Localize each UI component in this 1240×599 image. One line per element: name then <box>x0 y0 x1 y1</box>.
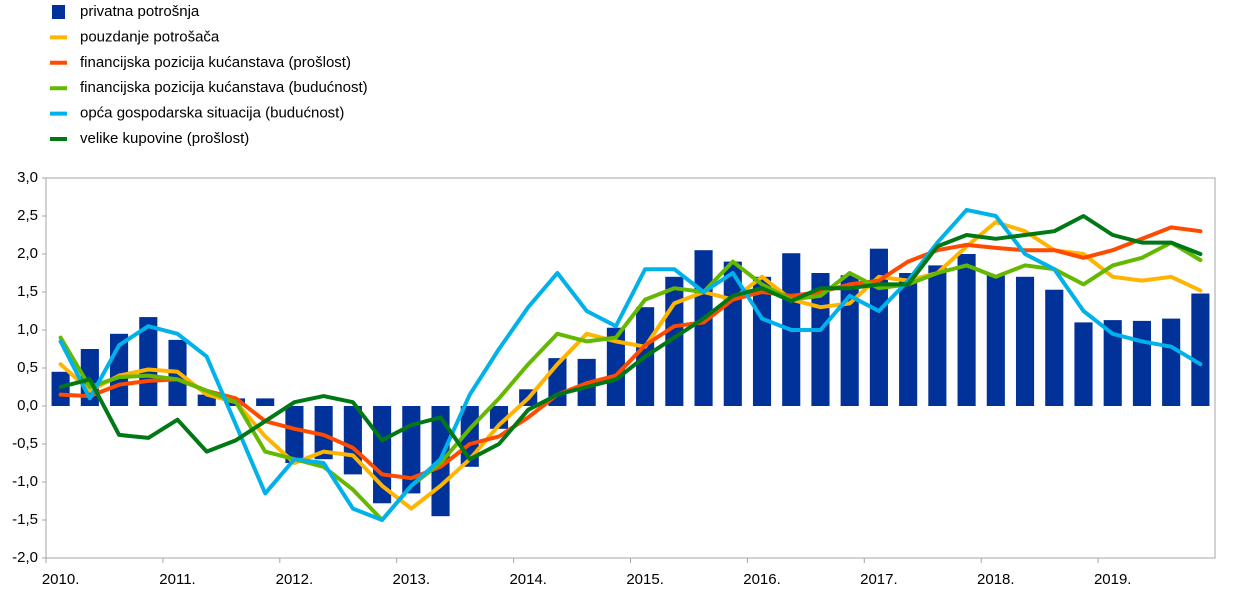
legend-label: financijska pozicija kućanstava (prošlos… <box>80 54 351 71</box>
bar <box>694 250 713 406</box>
y-tick-label: 2,0 <box>17 245 38 262</box>
x-tick-label: 2019. <box>1094 571 1132 588</box>
x-tick-label: 2011. <box>159 571 195 588</box>
bar <box>1074 322 1093 406</box>
bar <box>869 248 888 406</box>
y-tick-label: 1,0 <box>17 321 38 338</box>
x-tick-label: 2017. <box>860 571 898 588</box>
bar <box>1191 293 1210 406</box>
bar <box>256 398 275 406</box>
x-tick-label: 2012. <box>276 571 314 588</box>
bar <box>986 274 1005 406</box>
bar <box>197 394 216 406</box>
bar <box>314 406 333 460</box>
y-tick-label: 2,5 <box>17 207 38 224</box>
line <box>58 240 1203 522</box>
bar <box>1103 320 1122 406</box>
y-tick-label: -0,5 <box>12 435 38 452</box>
y-tick-label: 3,0 <box>17 169 38 186</box>
bar <box>957 254 976 406</box>
bar <box>899 273 918 406</box>
y-tick-label: 0,5 <box>17 359 38 376</box>
x-tick-label: 2014. <box>509 571 547 588</box>
bar <box>1162 318 1181 406</box>
x-tick-label: 2018. <box>977 571 1015 588</box>
legend-swatch <box>52 5 65 19</box>
bar <box>1132 320 1151 406</box>
y-tick-label: 1,5 <box>17 283 38 300</box>
bar <box>606 327 625 406</box>
legend-label: pouzdanje potrošača <box>80 28 220 45</box>
bar <box>752 276 772 406</box>
x-tick-label: 2013. <box>393 571 431 588</box>
y-tick-label: 0,0 <box>17 397 38 414</box>
legend-label: privatna potrošnja <box>80 3 200 20</box>
bar <box>1015 276 1035 406</box>
x-tick-label: 2016. <box>743 571 781 588</box>
line <box>58 225 1203 481</box>
legend-label: opća gospodarska situacija (budućnost) <box>80 105 344 122</box>
bar <box>139 317 158 406</box>
legend-label: velike kupovine (prošlost) <box>80 130 249 147</box>
legend-label: financijska pozicija kućanstava (budućno… <box>80 79 368 96</box>
bar <box>285 406 304 463</box>
bar <box>1045 289 1064 406</box>
line <box>58 220 1203 511</box>
bar <box>840 275 859 406</box>
y-tick-label: -2,0 <box>12 549 38 566</box>
bar <box>928 265 947 406</box>
line <box>58 214 1203 462</box>
y-tick-label: -1,5 <box>12 511 38 528</box>
x-tick-label: 2010. <box>42 571 80 588</box>
y-tick-label: -1,0 <box>12 473 38 490</box>
x-tick-label: 2015. <box>626 571 664 588</box>
